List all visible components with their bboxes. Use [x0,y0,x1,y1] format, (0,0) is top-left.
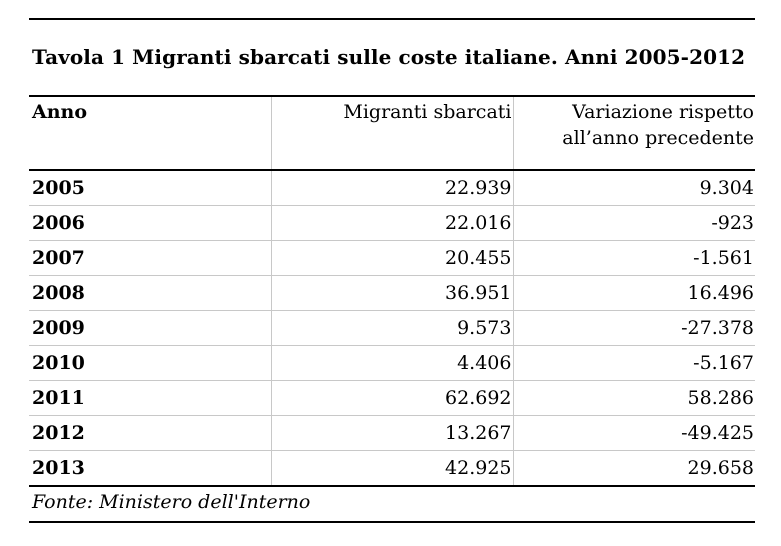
cell-migranti: 36.951 [270,275,513,311]
title-row: Tavola 1 Migranti sbarcati sulle coste i… [29,18,755,95]
cell-migranti: 20.455 [270,240,513,276]
cell-anno: 2009 [29,310,271,346]
column-header-variazione-line2: all’anno precedente [562,127,754,149]
cell-variazione: -49.425 [512,415,755,451]
document: Tavola 1 Migranti sbarcati sulle coste i… [29,18,755,523]
cell-migranti: 9.573 [270,310,513,346]
cell-anno: 2010 [29,345,271,381]
cell-variazione: -27.378 [512,310,755,346]
column-header-variazione-line1: Variazione rispetto [572,101,754,123]
cell-migranti: 42.925 [270,450,513,487]
cell-migranti: 62.692 [270,380,513,416]
cell-anno: 2013 [29,450,271,487]
table-row: 2005 22.939 9.304 [29,170,755,206]
cell-anno: 2011 [29,380,271,416]
cell-anno: 2008 [29,275,271,311]
cell-anno: 2007 [29,240,271,276]
table-row: 2012 13.267 -49.425 [29,415,755,451]
cell-migranti: 22.939 [270,170,513,206]
cell-variazione: -923 [512,205,755,241]
data-table: Anno Migranti sbarcati Variazione rispet… [29,95,755,487]
cell-migranti: 22.016 [270,205,513,241]
table-row: 2013 42.925 29.658 [29,450,755,487]
column-header-anno: Anno [32,101,88,123]
table-row: 2007 20.455 -1.561 [29,240,755,276]
table-row: 2010 4.406 -5.167 [29,345,755,381]
cell-variazione: 58.286 [512,380,755,416]
header-row: Anno Migranti sbarcati Variazione rispet… [29,96,755,170]
cell-migranti: 4.406 [270,345,513,381]
table-row: 2008 36.951 16.496 [29,275,755,311]
column-header-migranti: Migranti sbarcati [270,96,513,170]
cell-anno: 2006 [29,205,271,241]
cell-anno: 2012 [29,415,271,451]
cell-variazione: 29.658 [512,450,755,487]
cell-variazione: -5.167 [512,345,755,381]
cell-anno: 2005 [29,170,271,206]
table-title: Tavola 1 Migranti sbarcati sulle coste i… [32,45,746,69]
cell-variazione: 9.304 [512,170,755,206]
cell-variazione: -1.561 [512,240,755,276]
column-header-variazione: Variazione rispetto all’anno precedente [512,96,755,170]
cell-variazione: 16.496 [512,275,755,311]
source-row: Fonte: Ministero dell'Interno [29,487,755,523]
source-note: Fonte: Ministero dell'Interno [32,491,311,513]
table-row: 2011 62.692 58.286 [29,380,755,416]
cell-migranti: 13.267 [270,415,513,451]
table-row: 2006 22.016 -923 [29,205,755,241]
table-row: 2009 9.573 -27.378 [29,310,755,346]
